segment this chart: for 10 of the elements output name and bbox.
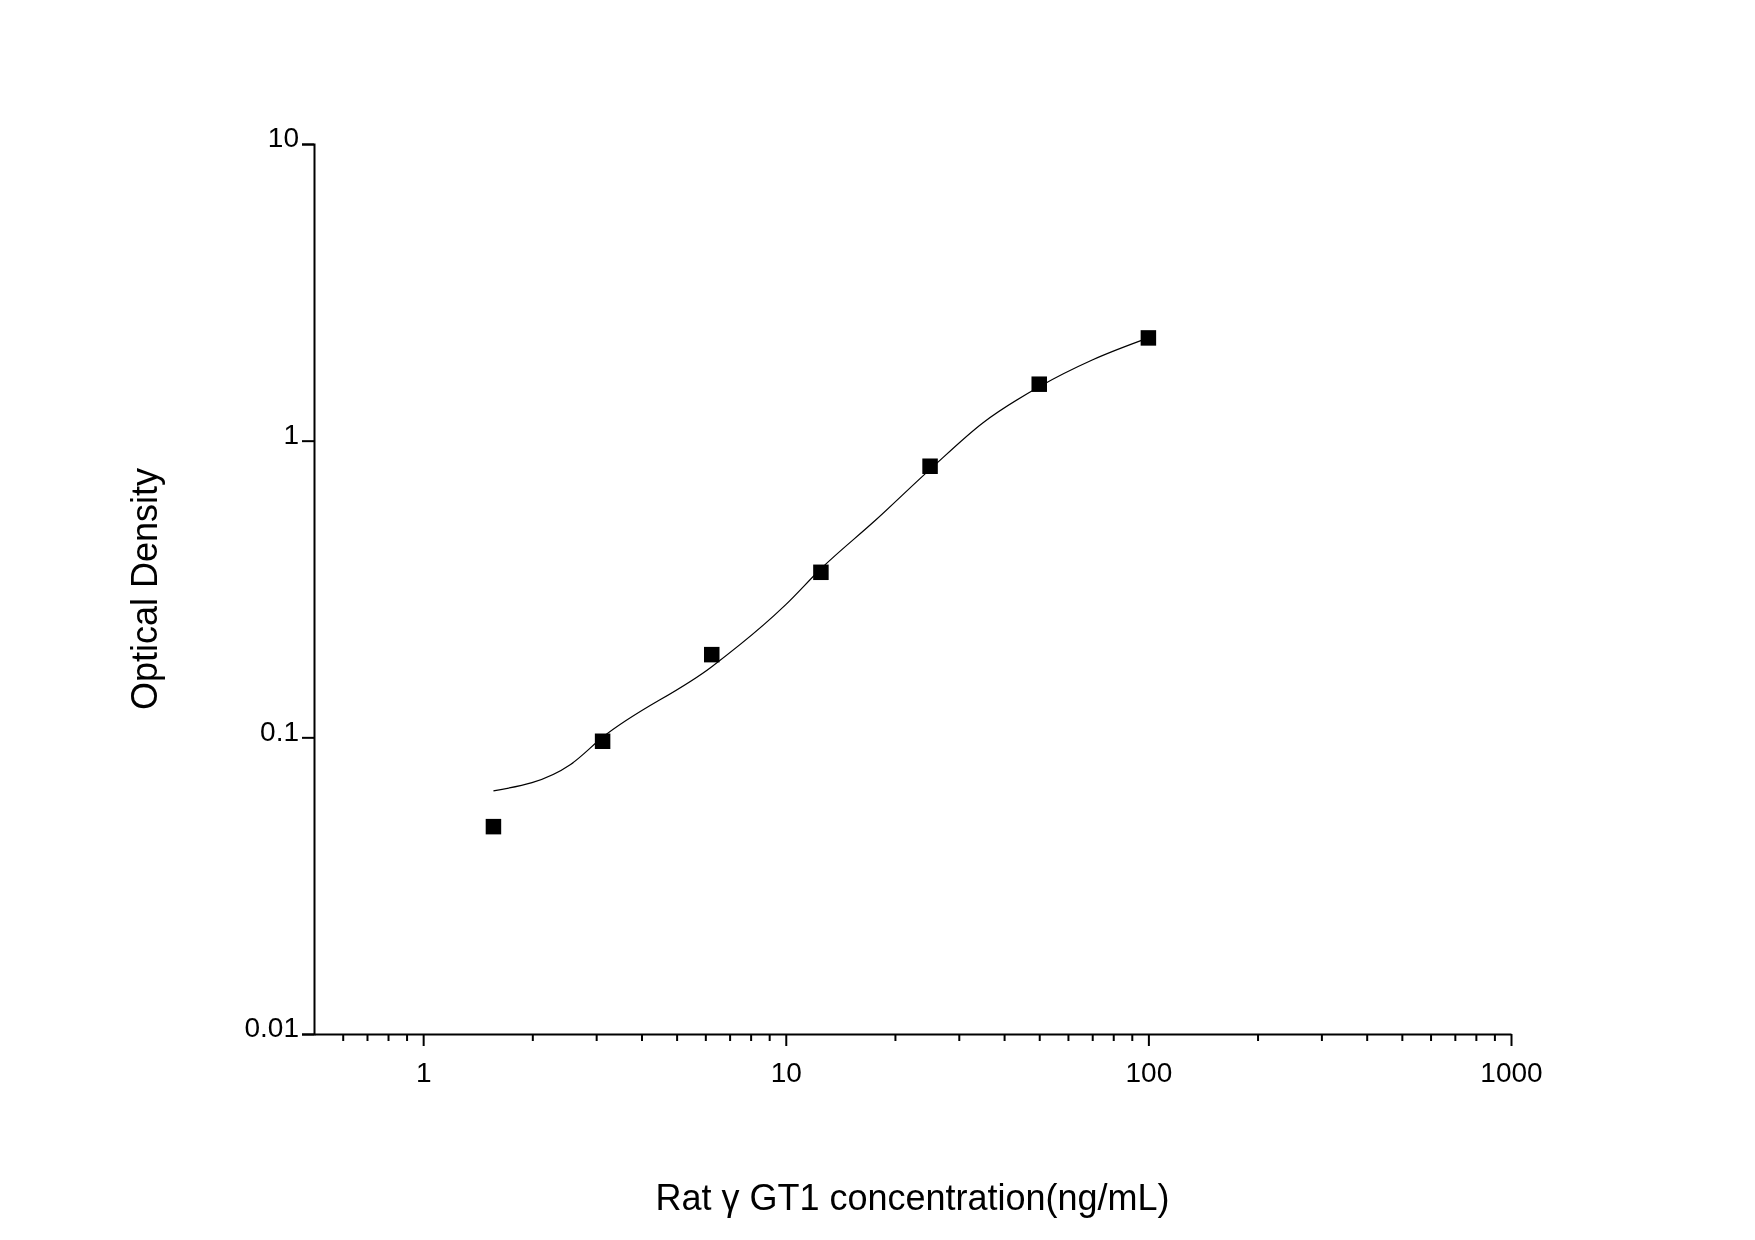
- x-tick-label: 100: [1125, 1057, 1173, 1089]
- x-axis-title: Rat γ GT1 concentration(ng/mL): [655, 1177, 1170, 1218]
- x-tick-label: 10: [770, 1057, 802, 1089]
- x-tick-label: 1: [415, 1057, 432, 1089]
- y-axis-title: Optical Density: [124, 467, 165, 711]
- y-tick-label: 0.01: [244, 1012, 299, 1044]
- x-tick-label: 1000: [1480, 1057, 1543, 1089]
- y-tick-label: 0.1: [260, 715, 299, 747]
- y-tick-label: 10: [267, 122, 299, 154]
- y-tick-label: 1: [283, 418, 299, 450]
